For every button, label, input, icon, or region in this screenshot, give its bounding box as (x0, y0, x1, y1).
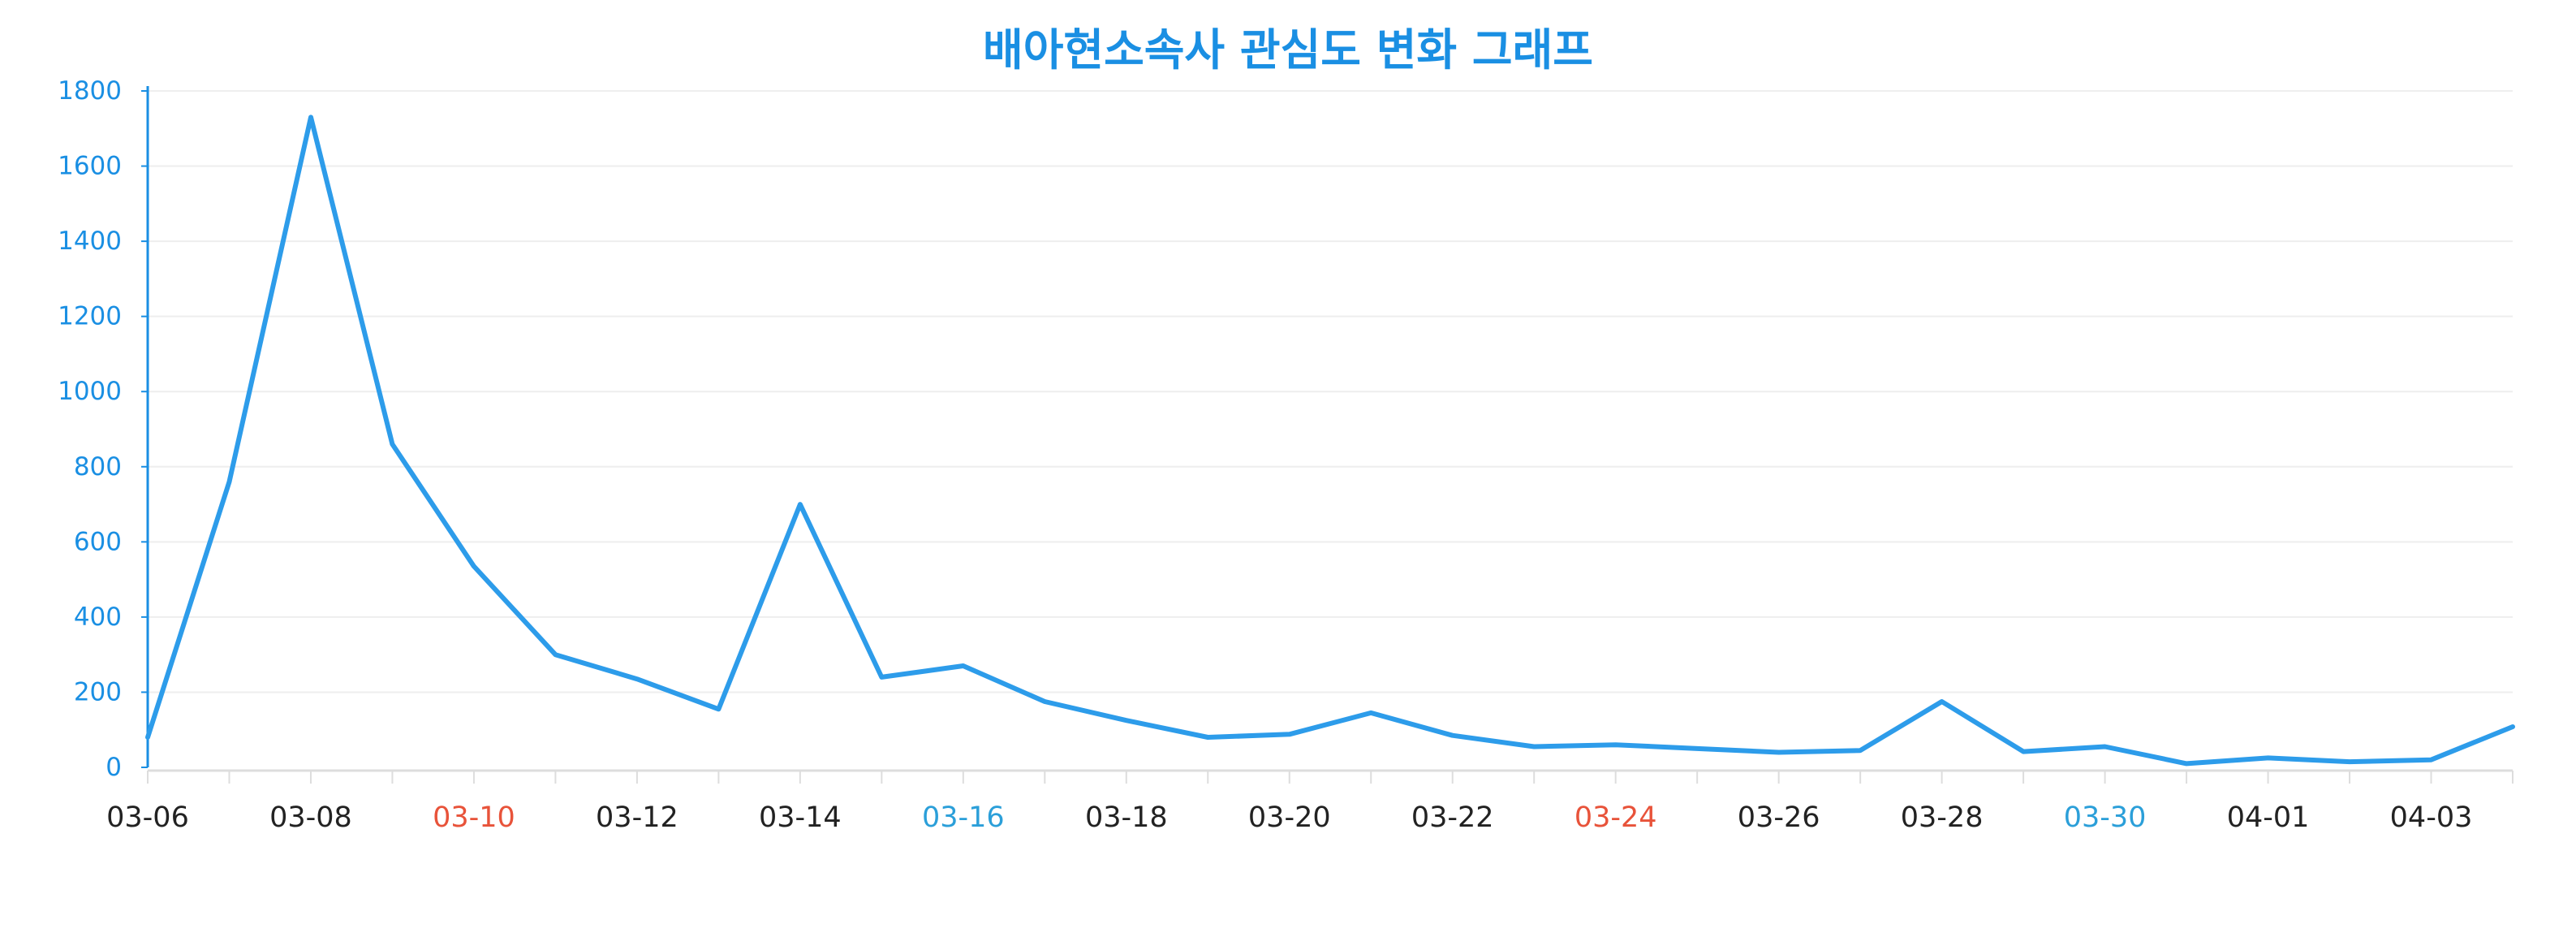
chart-title: 배아현소속사 관심도 변화 그래프 (983, 24, 1593, 76)
x-tick-label: 03-26 (1738, 801, 1820, 834)
x-tick-label: 03-12 (596, 801, 678, 834)
series-line (145, 114, 2515, 767)
x-tick-label: 03-18 (1085, 801, 1168, 834)
x-tick-label: 03-24 (1574, 801, 1657, 834)
grid-lines (148, 90, 2513, 693)
y-tick-label: 0 (106, 753, 122, 782)
y-tick-label: 800 (74, 452, 122, 482)
x-tick-label: 03-08 (269, 801, 352, 834)
x-tick-label: 03-20 (1248, 801, 1331, 834)
y-tick-label: 1200 (58, 302, 122, 331)
x-tick-label: 04-03 (2390, 801, 2473, 834)
x-tick-label: 03-16 (922, 801, 1005, 834)
x-tick-label: 03-28 (1901, 801, 1984, 834)
x-tick-label: 03-10 (433, 801, 515, 834)
y-tick-label: 400 (74, 603, 122, 632)
y-tick-label: 1400 (58, 227, 122, 256)
x-tick-label: 04-01 (2227, 801, 2310, 834)
x-tick-label: 03-22 (1411, 801, 1494, 834)
x-tick-label: 03-30 (2064, 801, 2147, 834)
y-tick-label: 600 (74, 527, 122, 556)
y-axis-ticks: 0 200 400 600 800 1000 1200 1400 1600 1800 (58, 76, 122, 782)
x-tick-label: 03-06 (106, 801, 189, 834)
series-lines (145, 114, 2515, 767)
x-axis-ticks: 03-06 03-08 03-10 03-12 03-14 03-16 03-18 03-20… (106, 801, 2472, 834)
y-tick-label: 1600 (58, 152, 122, 181)
y-tick-label: 1800 (58, 76, 122, 106)
y-tick-label: 200 (74, 677, 122, 706)
axes (141, 86, 2514, 784)
x-tick-label: 03-14 (759, 801, 842, 834)
y-tick-label: 1000 (58, 377, 122, 406)
